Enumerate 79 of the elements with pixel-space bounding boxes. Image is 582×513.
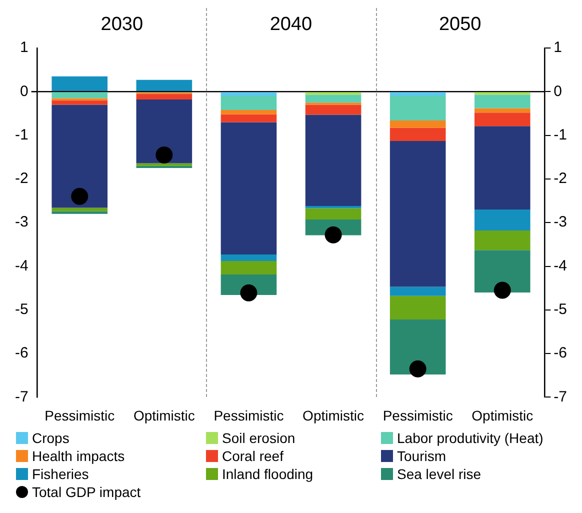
bar xyxy=(474,108,530,113)
legend-label: Health impacts xyxy=(32,448,125,464)
y-tick-label: -6 xyxy=(14,344,28,362)
legend-label: Inland flooding xyxy=(222,466,314,482)
y-tick-label: -2 xyxy=(14,170,28,188)
y-tick-label: 1 xyxy=(20,39,28,56)
y-tick-label: 0 xyxy=(20,82,28,100)
y2-tick-label: -3 xyxy=(554,214,568,231)
bar xyxy=(136,94,192,100)
point xyxy=(494,282,511,299)
y2-tick-label: 1 xyxy=(554,39,562,56)
legend-label: Crops xyxy=(32,430,70,446)
bar xyxy=(474,126,530,210)
legend-label: Labor produtivity (Heat) xyxy=(397,430,544,446)
bar xyxy=(390,92,446,96)
point xyxy=(409,360,426,378)
bar xyxy=(136,163,192,166)
bar xyxy=(305,208,362,220)
point xyxy=(156,146,173,164)
bar xyxy=(220,92,277,96)
bar xyxy=(305,94,362,103)
bar xyxy=(220,114,277,122)
y2-tick-label: -1 xyxy=(554,126,568,144)
bar xyxy=(136,80,192,91)
bar xyxy=(52,104,108,208)
bar xyxy=(220,254,277,262)
y2-tick-label: -5 xyxy=(554,301,568,318)
point xyxy=(324,226,342,244)
bar xyxy=(52,76,108,91)
x-tick-label: Pessimistic xyxy=(382,407,453,424)
bar xyxy=(390,296,446,320)
bar xyxy=(390,128,446,141)
bar xyxy=(474,112,530,126)
bar xyxy=(474,250,530,292)
legend-label: Tourism xyxy=(397,448,446,464)
text: 2050 xyxy=(438,14,482,36)
x-tick-label: Pessimistic xyxy=(214,407,284,424)
y2-tick-label: -7 xyxy=(554,388,568,406)
y2-tick-label: -6 xyxy=(554,344,568,362)
y2-tick-label: -4 xyxy=(554,257,568,274)
bar xyxy=(474,94,530,108)
bar xyxy=(305,114,362,206)
bar xyxy=(390,286,446,296)
y-tick-label: -7 xyxy=(14,388,28,406)
bar xyxy=(220,96,277,110)
y2-tick-label: -2 xyxy=(554,170,568,188)
bar xyxy=(390,320,446,374)
bar xyxy=(220,110,277,114)
legend-label: Total GDP impact xyxy=(32,484,141,500)
y-tick-label: -5 xyxy=(14,301,28,318)
bar xyxy=(136,100,192,164)
bar xyxy=(390,96,446,120)
bar xyxy=(474,210,530,230)
legend-label: Sea level rise xyxy=(397,466,482,482)
bar xyxy=(52,100,108,105)
x-tick-label: Optimistic xyxy=(133,407,195,424)
bar xyxy=(52,208,108,212)
point xyxy=(71,188,88,205)
bar xyxy=(52,92,108,98)
x-tick-label: Optimistic xyxy=(302,407,364,424)
text: 2040 xyxy=(268,14,314,36)
y-tick-label: -4 xyxy=(14,257,28,274)
bar xyxy=(474,230,530,250)
legend-label: Soil erosion xyxy=(222,430,296,446)
x-tick-label: Optimistic xyxy=(472,407,534,424)
legend-label: Fisheries xyxy=(32,466,89,482)
bar xyxy=(52,211,108,214)
bar xyxy=(305,104,362,115)
y-tick-label: -3 xyxy=(14,214,28,231)
bar xyxy=(390,140,446,287)
y2-tick-label: 0 xyxy=(554,82,562,100)
bar xyxy=(136,166,192,168)
bar xyxy=(390,120,446,128)
legend-label: Coral reef xyxy=(222,448,284,464)
bar xyxy=(220,261,277,275)
x-tick-label: Pessimistic xyxy=(44,407,115,424)
y-tick-label: -1 xyxy=(14,126,28,144)
text: 2030 xyxy=(100,14,144,36)
bar xyxy=(220,122,277,254)
